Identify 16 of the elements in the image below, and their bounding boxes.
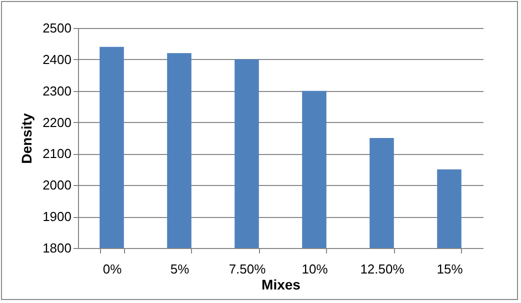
- y-tick-label: 2000: [42, 178, 72, 193]
- y-tick-label: 2200: [42, 114, 72, 130]
- y-tick-label: 2300: [42, 83, 72, 98]
- y-axis-title: Density: [18, 113, 35, 164]
- x-tick-label: 10%: [302, 262, 328, 276]
- y-tick-label: 2400: [42, 52, 72, 67]
- y-tick-label: 1900: [42, 209, 72, 224]
- y-tick-label: 1800: [42, 240, 72, 256]
- x-tick-label: 15%: [436, 262, 464, 276]
- x-tick-label: 0%: [102, 262, 122, 276]
- y-tick-label: 2100: [42, 146, 72, 162]
- x-tick-label: 5%: [170, 262, 190, 276]
- y-tick-label: 2500: [42, 20, 72, 36]
- x-tick-label: 7.50%: [228, 262, 266, 276]
- x-tick-label: 12.50%: [360, 262, 405, 276]
- x-axis-title: Mixes: [262, 276, 301, 292]
